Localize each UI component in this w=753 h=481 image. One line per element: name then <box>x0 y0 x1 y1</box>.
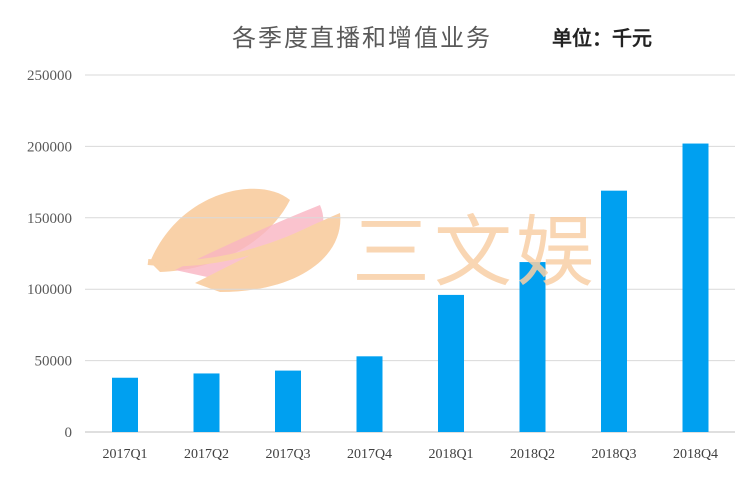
x-tick-label: 2017Q4 <box>347 447 392 462</box>
x-tick-label: 2018Q3 <box>591 447 636 462</box>
x-tick-label: 2018Q1 <box>428 447 473 462</box>
bar-2017Q3 <box>275 370 301 432</box>
x-tick-label: 2018Q4 <box>673 447 718 462</box>
y-tick-label: 150000 <box>27 211 72 227</box>
y-axis-ticks: 0 50000 100000 150000 200000 250000 <box>27 68 72 441</box>
x-tick-label: 2017Q2 <box>184 447 229 462</box>
y-tick-label: 0 <box>65 425 73 441</box>
watermark-logo <box>147 188 341 292</box>
bar-2018Q1 <box>438 294 464 432</box>
y-tick-label: 200000 <box>27 139 72 155</box>
y-tick-label: 250000 <box>27 68 72 84</box>
x-axis-ticks: 2017Q1 2017Q2 2017Q3 2017Q4 2018Q1 2018Q2 2018… <box>102 447 718 462</box>
bars <box>112 143 709 432</box>
unit-label: 单位：千元 <box>552 26 652 50</box>
bar-2017Q4 <box>356 356 383 432</box>
bar-2018Q2 <box>519 262 546 432</box>
bar-2017Q1 <box>112 377 138 432</box>
x-tick-label: 2017Q1 <box>102 447 147 462</box>
y-tick-label: 100000 <box>27 282 72 298</box>
chart-title: 各季度直播和增值业务 <box>232 24 492 52</box>
chart-header: 各季度直播和增值业务 单位：千元 <box>0 14 753 54</box>
bar-2018Q4 <box>682 143 709 432</box>
bar-2017Q2 <box>193 373 220 432</box>
y-tick-label: 50000 <box>35 354 73 370</box>
x-tick-label: 2017Q3 <box>265 447 310 462</box>
watermark-text: 三文娱 <box>352 208 599 298</box>
bar-2018Q3 <box>601 190 627 432</box>
x-tick-label: 2018Q2 <box>510 447 555 462</box>
